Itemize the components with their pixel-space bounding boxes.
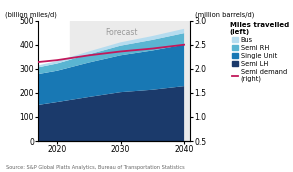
Text: (billion miles/d): (billion miles/d)	[5, 12, 57, 18]
Text: (million barrels/d): (million barrels/d)	[195, 12, 254, 18]
Text: Source: S&P Global Platts Analytics, Bureau of Transportation Statistics: Source: S&P Global Platts Analytics, Bur…	[6, 165, 185, 170]
Bar	[70, 21, 197, 141]
Legend: Bus, Semi RH, Single Unit, Semi LH, Semi demand
(right): Bus, Semi RH, Single Unit, Semi LH, Semi…	[229, 21, 290, 84]
Text: Forecast: Forecast	[106, 28, 138, 37]
